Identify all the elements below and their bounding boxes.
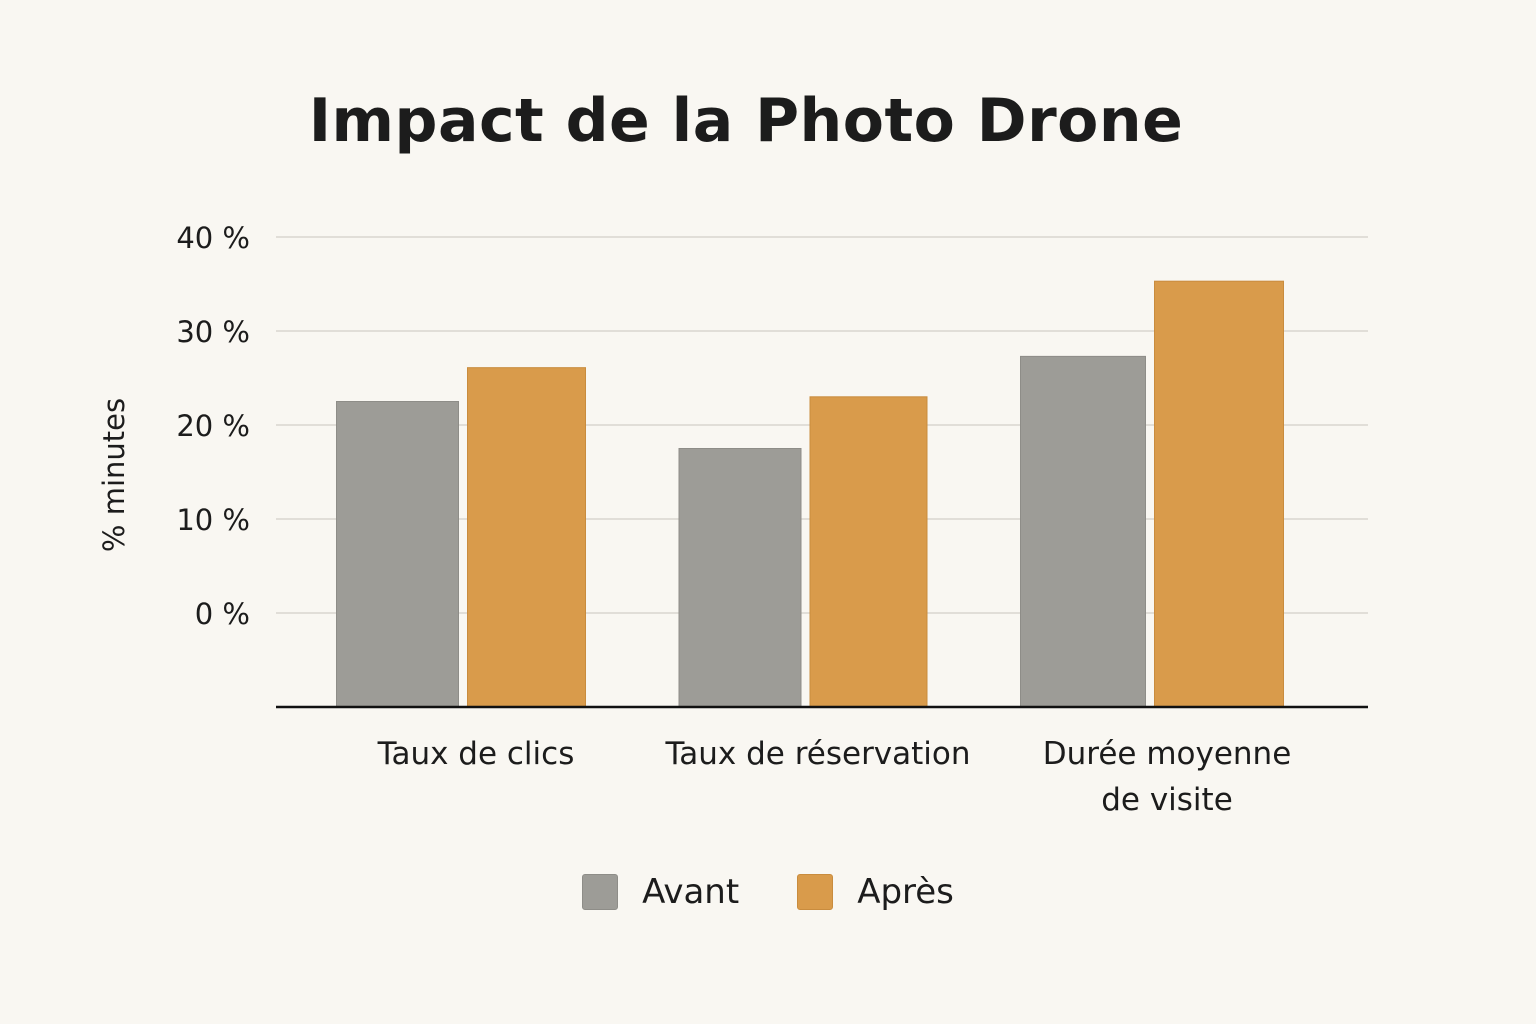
- bar-chart-plot: 0 % 10 % 20 % 30 % 40 % % minutes Taux de clic…: [97, 221, 1368, 818]
- x-category-label-line: Taux de clics: [377, 736, 575, 772]
- x-category-label-line: Taux de réservation: [664, 736, 970, 772]
- legend-item-avant: Avant: [582, 872, 739, 912]
- legend-swatch-apres: [797, 874, 834, 910]
- legend-label-apres: Après: [857, 872, 954, 912]
- legend-swatch-avant: [582, 874, 619, 910]
- bar-avant-taux-de-reservation: [678, 448, 802, 708]
- x-category-label-line: Durée moyenne: [1043, 736, 1292, 772]
- legend-item-apres: Après: [797, 872, 954, 912]
- y-tick-label: 20 %: [176, 409, 250, 443]
- bar-avant-taux-de-clics: [336, 401, 459, 708]
- bar-apres-duree-moyenne-de-visite: [1154, 280, 1284, 708]
- x-category-label: Taux de clics: [377, 736, 575, 772]
- x-category-label: Taux de réservation: [664, 736, 970, 772]
- x-category-label: Durée moyenne de visite: [1043, 736, 1292, 818]
- bar-apres-taux-de-clics: [467, 367, 586, 708]
- y-tick-label: 40 %: [176, 221, 250, 255]
- y-tick-label: 30 %: [176, 315, 250, 349]
- chart-title: Impact de la Photo Drone: [308, 86, 1184, 156]
- x-category-label-line: de visite: [1101, 782, 1233, 818]
- legend-label-avant: Avant: [642, 872, 740, 912]
- chart-legend: Avant Après: [0, 872, 1536, 912]
- y-axis-title: % minutes: [97, 398, 131, 552]
- bar-apres-taux-de-reservation: [809, 396, 928, 708]
- y-tick-label: 0 %: [195, 597, 250, 631]
- bar-avant-duree-moyenne-de-visite: [1020, 355, 1146, 708]
- y-tick-label: 10 %: [176, 503, 250, 537]
